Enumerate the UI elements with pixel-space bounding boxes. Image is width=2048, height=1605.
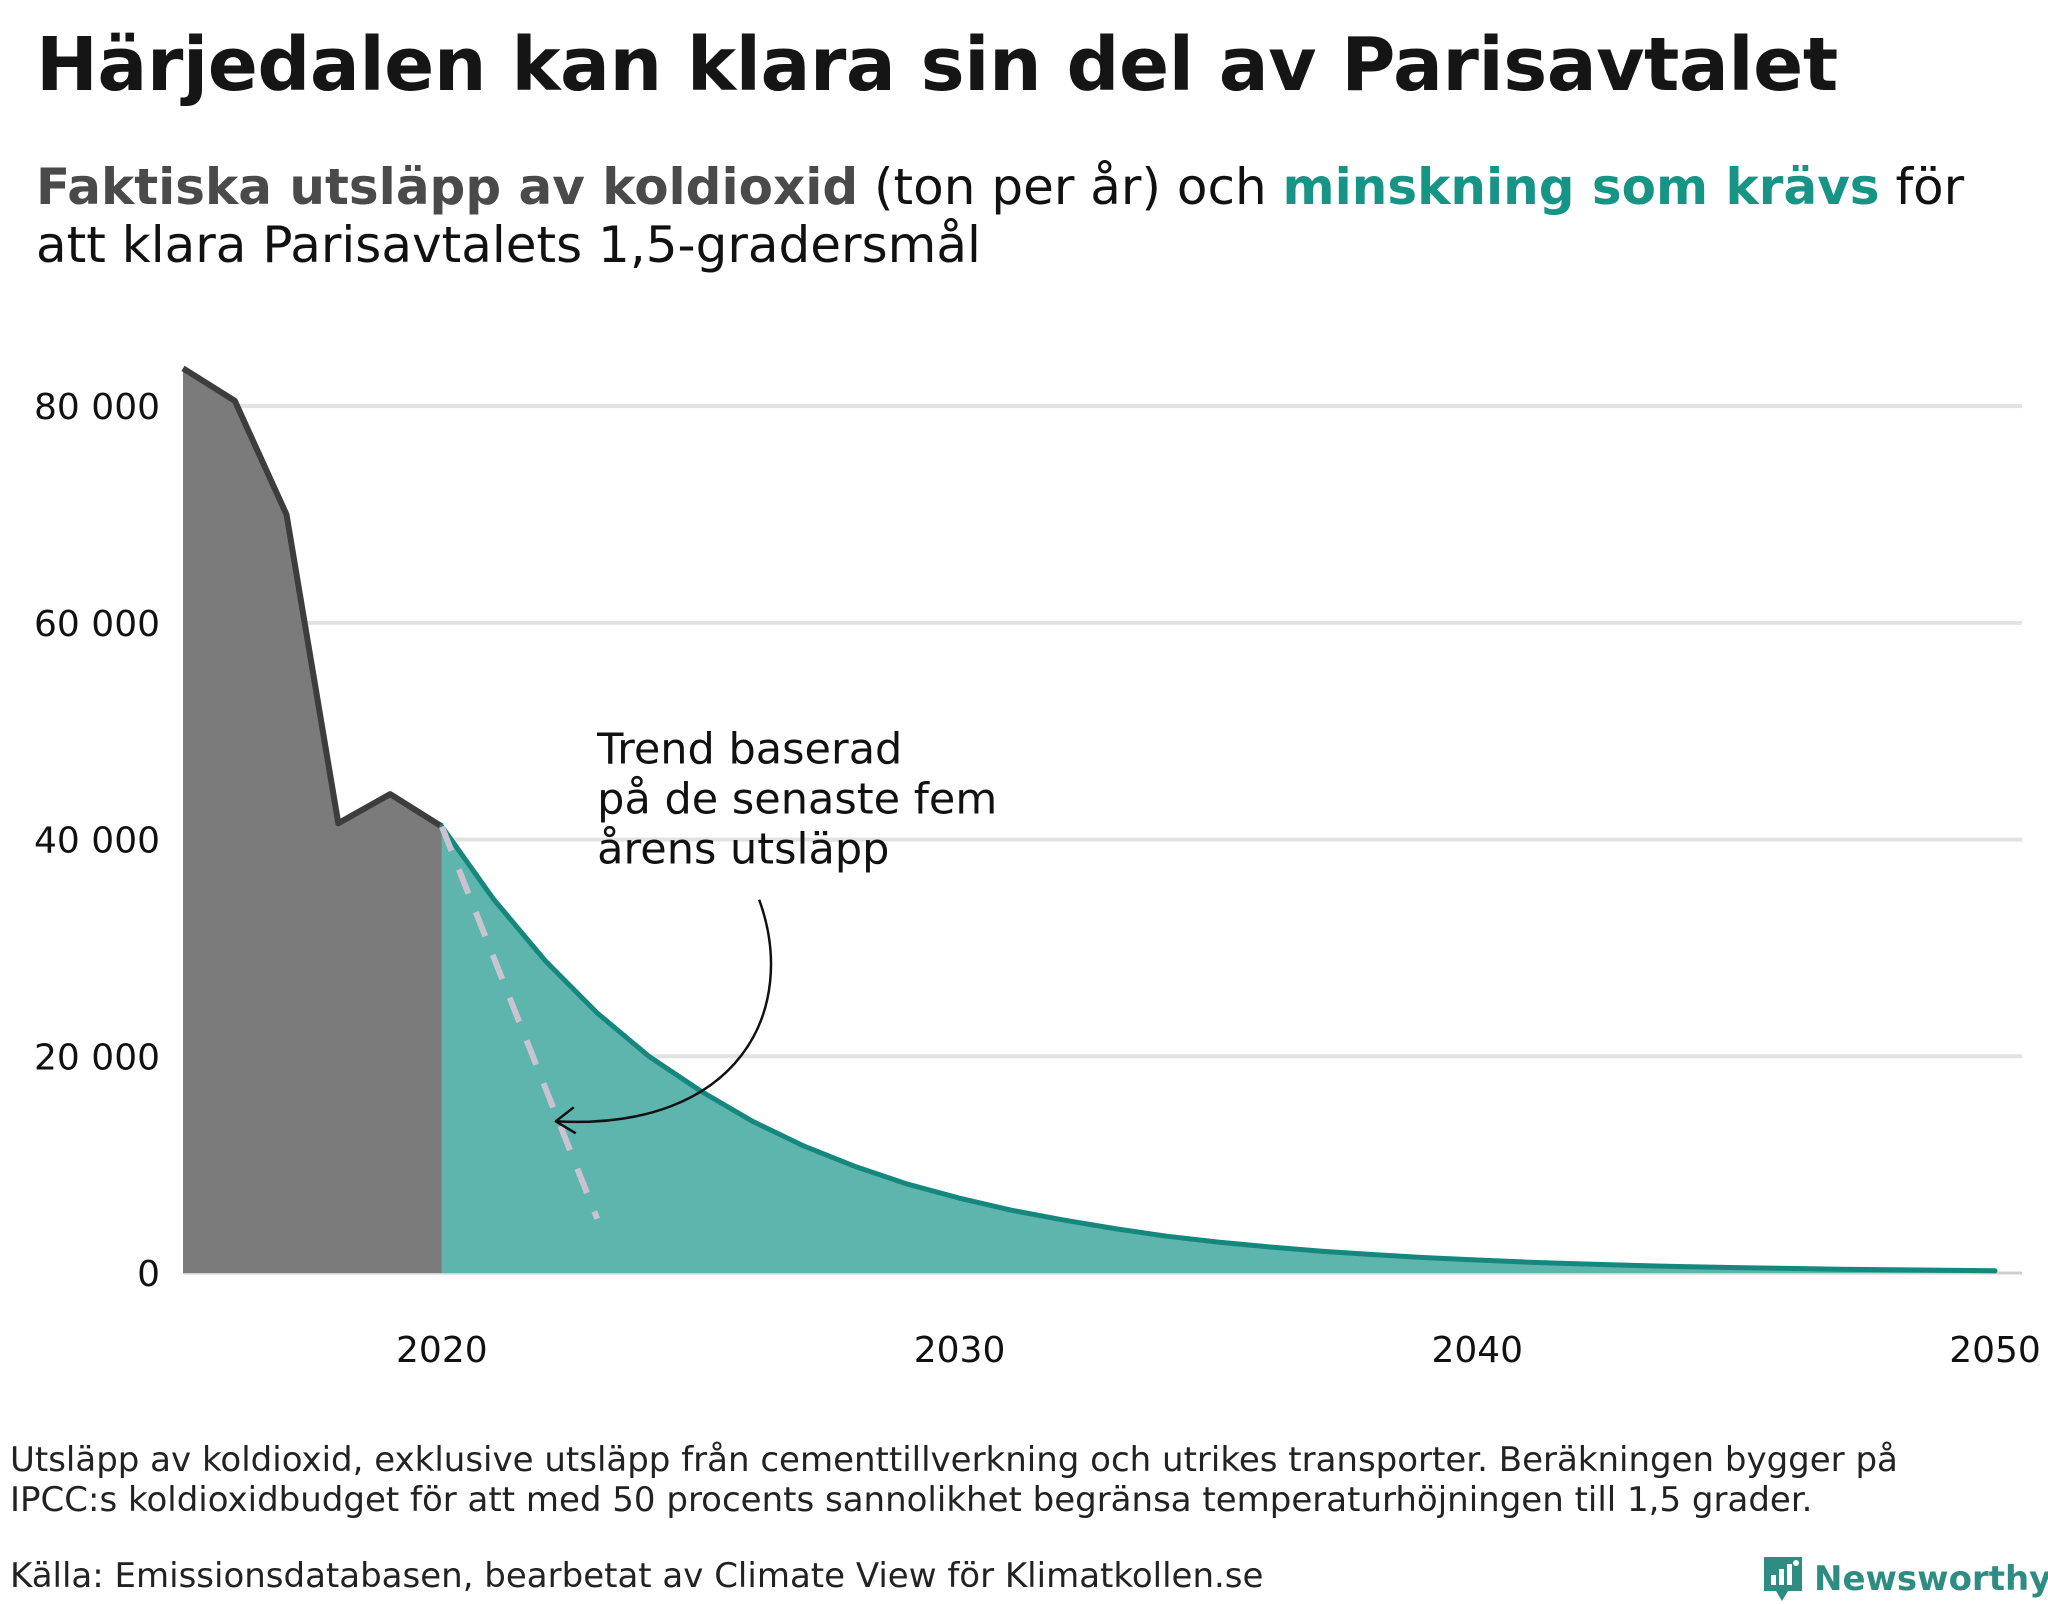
chart-areas: [183, 368, 1995, 1273]
y-tick-label: 60 000: [34, 604, 160, 645]
source-text: Källa: Emissionsdatabasen, bearbetat av …: [10, 1556, 1264, 1596]
brand-name: Newsworthy: [1814, 1559, 2048, 1599]
y-tick-label: 20 000: [34, 1037, 160, 1078]
annotation-arrowhead: [554, 1106, 577, 1135]
trend-dashed-line: [439, 825, 600, 1220]
subtitle-actual-emissions: Faktiska utsläpp av koldioxid: [36, 158, 859, 216]
actual-emissions-area: [183, 368, 442, 1273]
newsworthy-logo-icon: [1764, 1557, 1802, 1601]
x-tick-label: 2030: [914, 1330, 1006, 1371]
axis-labels: 0 20 000 40 000 60 000 80 000 2020 2030 2040 205…: [34, 387, 2041, 1371]
footnote: Utsläpp av koldioxid, exklusive utsläpp …: [10, 1440, 1898, 1520]
annotation-text-line: på de senaste fem: [597, 775, 997, 825]
subtitle-goal-text: för att klara Parisavtalets 1,5-gradersm…: [36, 158, 1965, 274]
y-tick-label: 0: [137, 1254, 160, 1295]
subtitle-unit-text: (ton per år) och: [858, 158, 1283, 216]
x-tick-label: 2020: [396, 1330, 488, 1371]
required-reduction-area: [441, 826, 1995, 1273]
y-tick-label: 80 000: [34, 387, 160, 428]
actual-emissions-line: [181, 365, 444, 830]
subtitle-required-reduction: minskning som krävs: [1282, 158, 1880, 216]
emissions-chart: 0 20 000 40 000 60 000 80 000 2020 2030 2040 205…: [34, 365, 2041, 1371]
page-title: Härjedalen kan klara sin del av Parisavt…: [36, 22, 1838, 108]
annotation-arrow: [555, 899, 773, 1124]
annotation-text-line: Trend baserad: [596, 725, 902, 775]
chart-subtitle: Faktiska utsläpp av koldioxid (ton per å…: [36, 158, 2026, 274]
newsworthy-brand[interactable]: Newsworthy: [1760, 1553, 2048, 1605]
annotation-text-line: årens utsläpp: [597, 825, 889, 875]
x-tick-label: 2050: [1949, 1330, 2041, 1371]
x-tick-label: 2040: [1431, 1330, 1523, 1371]
y-tick-label: 40 000: [34, 821, 160, 862]
